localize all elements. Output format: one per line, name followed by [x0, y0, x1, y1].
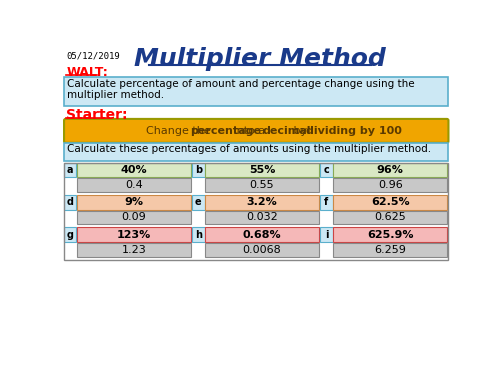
Text: 0.55: 0.55: [250, 180, 274, 190]
Text: g: g: [67, 230, 74, 240]
FancyBboxPatch shape: [334, 228, 447, 242]
Text: Change the: Change the: [146, 126, 214, 136]
Text: 05/12/2019: 05/12/2019: [66, 51, 120, 60]
FancyBboxPatch shape: [192, 163, 204, 177]
Text: 55%: 55%: [249, 165, 275, 175]
Text: 1.23: 1.23: [122, 245, 146, 255]
FancyBboxPatch shape: [64, 163, 76, 177]
FancyBboxPatch shape: [77, 195, 190, 210]
Text: 9%: 9%: [124, 198, 144, 207]
Text: percentage: percentage: [190, 126, 262, 136]
Text: i: i: [324, 230, 328, 240]
Text: 123%: 123%: [117, 230, 151, 240]
Text: Calculate percentage of amount and percentage change using the
multiplier method: Calculate percentage of amount and perce…: [67, 79, 415, 101]
FancyBboxPatch shape: [206, 210, 318, 224]
Text: by: by: [290, 126, 311, 136]
FancyBboxPatch shape: [64, 76, 448, 106]
FancyBboxPatch shape: [334, 210, 447, 224]
FancyBboxPatch shape: [77, 243, 190, 257]
FancyBboxPatch shape: [334, 243, 447, 257]
FancyBboxPatch shape: [206, 228, 318, 242]
Text: h: h: [195, 230, 202, 240]
Text: 62.5%: 62.5%: [371, 198, 410, 207]
Text: b: b: [195, 165, 202, 175]
FancyBboxPatch shape: [192, 195, 204, 210]
FancyBboxPatch shape: [77, 178, 190, 192]
FancyBboxPatch shape: [192, 228, 204, 242]
Text: WALT:: WALT:: [66, 66, 108, 79]
Text: e: e: [195, 198, 202, 207]
FancyBboxPatch shape: [206, 178, 318, 192]
FancyBboxPatch shape: [334, 178, 447, 192]
FancyBboxPatch shape: [77, 210, 190, 224]
Text: 0.4: 0.4: [125, 180, 143, 190]
FancyBboxPatch shape: [206, 163, 318, 177]
Text: 0.09: 0.09: [122, 213, 146, 222]
Text: 40%: 40%: [120, 165, 147, 175]
FancyBboxPatch shape: [206, 243, 318, 257]
FancyBboxPatch shape: [334, 163, 447, 177]
Text: 0.68%: 0.68%: [242, 230, 282, 240]
Text: Calculate these percentages of amounts using the multiplier method.: Calculate these percentages of amounts u…: [67, 144, 432, 154]
FancyBboxPatch shape: [320, 163, 332, 177]
FancyBboxPatch shape: [77, 228, 190, 242]
Text: decimal: decimal: [262, 126, 310, 136]
Text: a: a: [67, 165, 73, 175]
Text: d: d: [67, 198, 74, 207]
Text: 625.9%: 625.9%: [367, 230, 414, 240]
FancyBboxPatch shape: [320, 195, 332, 210]
FancyBboxPatch shape: [64, 228, 76, 242]
Text: Multiplier Method: Multiplier Method: [134, 46, 386, 70]
Text: dividing by 100: dividing by 100: [306, 126, 402, 136]
FancyBboxPatch shape: [334, 195, 447, 210]
FancyBboxPatch shape: [64, 119, 448, 143]
FancyBboxPatch shape: [206, 195, 318, 210]
Text: 6.259: 6.259: [374, 245, 406, 255]
FancyBboxPatch shape: [64, 195, 76, 210]
Text: 96%: 96%: [376, 165, 404, 175]
Text: 0.96: 0.96: [378, 180, 402, 190]
Text: 0.625: 0.625: [374, 213, 406, 222]
Text: 3.2%: 3.2%: [246, 198, 278, 207]
Text: 0.032: 0.032: [246, 213, 278, 222]
Text: 0.0068: 0.0068: [242, 245, 282, 255]
Text: c: c: [324, 165, 330, 175]
FancyBboxPatch shape: [64, 143, 448, 160]
FancyBboxPatch shape: [320, 228, 332, 242]
Text: Starter:: Starter:: [66, 108, 128, 122]
Text: f: f: [324, 198, 328, 207]
FancyBboxPatch shape: [77, 163, 190, 177]
Text: into a: into a: [230, 126, 269, 136]
